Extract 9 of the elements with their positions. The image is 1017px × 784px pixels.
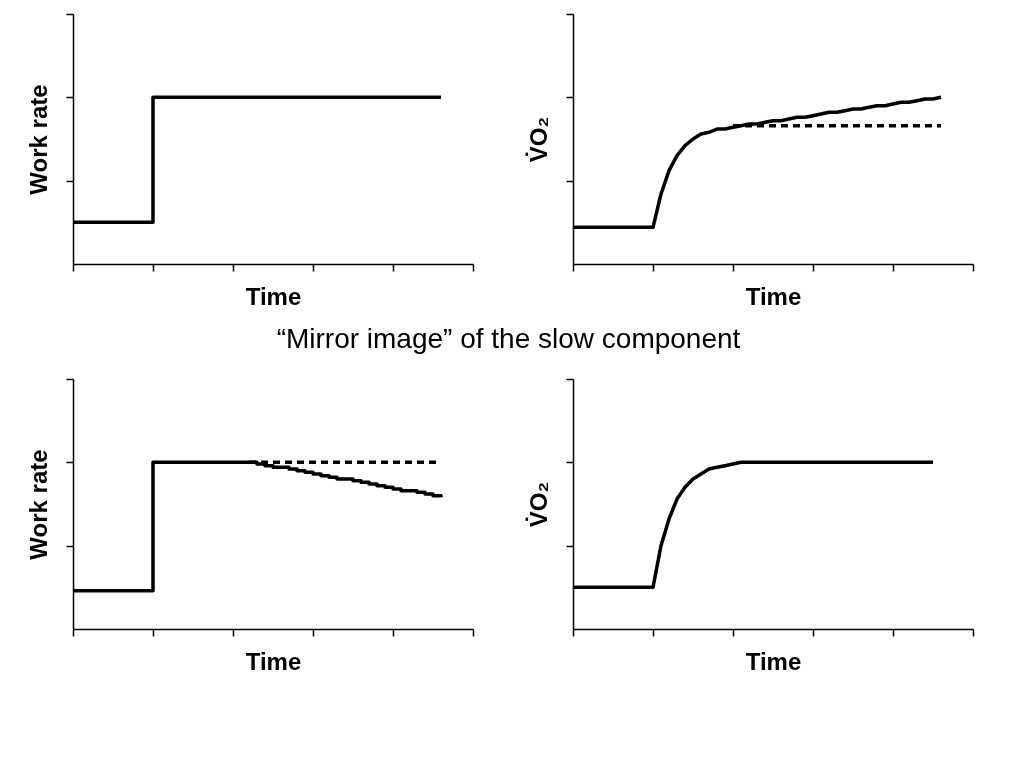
y-axis-title: Work rate <box>24 449 52 560</box>
y-axis-title: Work rate <box>24 84 52 195</box>
y-axis-title: V̇O₂ <box>524 116 552 163</box>
x-axis-title: Time <box>245 283 301 311</box>
x-axis-title: Time <box>745 283 801 311</box>
x-axis-title: Time <box>745 648 801 676</box>
x-axis-title: Time <box>245 648 301 676</box>
y-axis-title: V̇O₂ <box>524 481 552 528</box>
chart-title: “Mirror image” of the slow component <box>275 323 742 355</box>
